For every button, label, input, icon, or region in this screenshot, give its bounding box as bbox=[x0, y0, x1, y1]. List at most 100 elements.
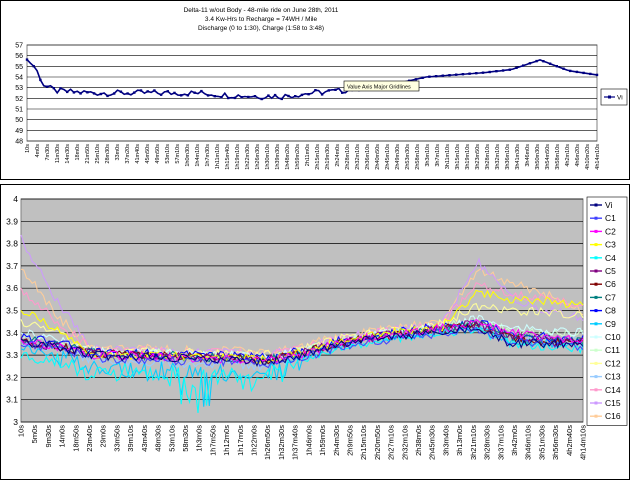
legend-label-c14: C14 bbox=[605, 385, 621, 395]
legend-marker-c10 bbox=[594, 335, 598, 339]
legend-marker-c3 bbox=[594, 243, 598, 247]
series-point-vi bbox=[45, 85, 49, 88]
series-point-vi bbox=[133, 91, 136, 94]
x-tick-label: 1h7m30s bbox=[205, 144, 211, 167]
y-tick-label: 3 bbox=[13, 417, 18, 427]
series-point-vi bbox=[548, 62, 552, 65]
series-point-vi bbox=[421, 76, 424, 79]
x-tick-label: 23m40s bbox=[85, 425, 94, 452]
series-point-vi bbox=[575, 70, 579, 74]
x-tick-label: 4m0s bbox=[35, 144, 41, 158]
legend-marker-c5 bbox=[594, 269, 598, 273]
series-point-vi bbox=[39, 78, 42, 82]
series-point-vi bbox=[488, 70, 491, 74]
x-tick-label: 1h7m50s bbox=[208, 425, 217, 456]
x-tick-label: 39m10s bbox=[126, 425, 135, 452]
series-point-vi bbox=[501, 69, 505, 72]
x-tick-label: 4h6m20s bbox=[575, 144, 581, 167]
legend-label-c11: C11 bbox=[605, 345, 620, 355]
x-tick-label: 1h30m10s bbox=[265, 144, 271, 170]
series-point-vi bbox=[126, 92, 129, 95]
x-tick-label: 33m0s bbox=[115, 144, 121, 161]
chart-subtitle-line-1: 3.4 Kw-Hrs to Recharge = 74WH / Mile bbox=[204, 16, 318, 23]
series-point-vi bbox=[92, 92, 96, 95]
series-point-vi bbox=[119, 90, 123, 93]
x-tick-label: 3h23m50s bbox=[475, 144, 481, 170]
x-tick-label: 3h51m30s bbox=[537, 425, 546, 460]
series-point-vi bbox=[569, 69, 572, 73]
x-tick-label: 1h59m20s bbox=[295, 144, 301, 170]
series-point-vi bbox=[307, 93, 310, 96]
y-tick-label: 3.6 bbox=[6, 283, 18, 293]
series-point-vi bbox=[260, 97, 263, 101]
x-tick-label: 3h58m10s bbox=[555, 144, 561, 170]
series-point-vi bbox=[414, 78, 418, 81]
y-tick-label: 3.1 bbox=[6, 395, 18, 405]
x-tick-label: 1h19m10s bbox=[235, 144, 241, 170]
series-point-vi bbox=[233, 96, 237, 100]
series-point-vi bbox=[589, 72, 592, 76]
series-point-vi bbox=[267, 94, 270, 97]
series-point-vi bbox=[334, 88, 337, 91]
x-tick-label: 57m10s bbox=[175, 144, 181, 164]
series-point-vi bbox=[515, 66, 518, 69]
x-tick-label: 3h50m30s bbox=[535, 144, 541, 170]
legend-marker-c9 bbox=[594, 322, 598, 326]
x-tick-label: 14m0s bbox=[58, 425, 67, 448]
series-point-vi bbox=[52, 87, 55, 90]
x-tick-label: 1h22m0s bbox=[250, 425, 259, 456]
y-tick-label: 55 bbox=[15, 64, 23, 71]
legend-label-c16: C16 bbox=[605, 411, 621, 421]
chart-title: Delta-11 w/out Body - 48-mile ride on Ju… bbox=[183, 7, 339, 14]
x-tick-label: 3h21m10s bbox=[469, 425, 478, 460]
x-tick-label: 2h11m0s bbox=[305, 144, 311, 166]
series-point-vi bbox=[428, 75, 431, 78]
series-point-vi bbox=[153, 89, 156, 92]
x-tick-label: 2h24m0s bbox=[335, 144, 341, 167]
y-tick-label: 3.4 bbox=[6, 328, 18, 338]
x-tick-label: 29m0s bbox=[99, 425, 108, 448]
legend-label-c6: C6 bbox=[605, 279, 616, 289]
y-tick-label: 52 bbox=[15, 96, 23, 103]
x-tick-label: 2h15m10s bbox=[359, 425, 368, 460]
x-tick-label: 2h45m10s bbox=[385, 144, 391, 170]
x-tick-label: 1h15m40s bbox=[225, 144, 231, 170]
series-point-vi bbox=[113, 92, 116, 95]
legend-marker-c8 bbox=[594, 309, 598, 313]
x-tick-label: 3h15m10s bbox=[455, 144, 461, 170]
series-point-vi bbox=[434, 75, 438, 78]
x-tick-label: 1h26m50s bbox=[263, 425, 272, 460]
x-tick-label: 53m10s bbox=[167, 425, 176, 452]
x-tick-label: 5m0s bbox=[30, 425, 39, 444]
x-tick-label: 25m10s bbox=[95, 144, 101, 164]
x-tick-label: 3h13m0s bbox=[455, 425, 464, 456]
x-tick-label: 3h46m0s bbox=[525, 144, 531, 167]
x-tick-label: 3h36m10s bbox=[505, 144, 511, 170]
legend-label-c2: C2 bbox=[605, 226, 616, 236]
x-tick-label: 2h20m50s bbox=[373, 425, 382, 460]
x-tick-label: 58m30s bbox=[181, 425, 190, 452]
legend-marker-c7 bbox=[594, 295, 598, 299]
series-point-vi bbox=[213, 95, 216, 98]
x-tick-label: 4h2m10s bbox=[565, 144, 571, 167]
legend-marker-c14 bbox=[594, 388, 598, 392]
legend-label-c8: C8 bbox=[605, 306, 616, 316]
legend-label-c5: C5 bbox=[605, 266, 616, 276]
x-tick-label: 4h14m10s bbox=[595, 144, 601, 170]
x-tick-label: 2h38m0s bbox=[414, 425, 423, 456]
y-tick-label: 3.2 bbox=[6, 372, 18, 382]
x-tick-label: 1h46m0s bbox=[304, 425, 313, 456]
x-tick-label: 2h28m10s bbox=[345, 144, 351, 170]
x-tick-label: 3h42m0s bbox=[510, 425, 519, 456]
series-point-vi bbox=[146, 90, 149, 93]
series-point-vi bbox=[441, 74, 444, 77]
series-line-c3 bbox=[20, 289, 584, 365]
series-point-vi bbox=[200, 89, 203, 93]
chart-subtitle-line-2: Discharge (0 to 1:30), Charge (1:58 to 3… bbox=[197, 25, 325, 32]
x-tick-label: 9m30s bbox=[44, 425, 53, 448]
x-tick-label: 3h56m30s bbox=[551, 425, 560, 460]
series-point-vi bbox=[294, 95, 297, 98]
x-tick-label: 21m50s bbox=[85, 144, 91, 164]
series-line-c1 bbox=[20, 326, 584, 369]
x-tick-label: 11m30s bbox=[55, 144, 61, 163]
